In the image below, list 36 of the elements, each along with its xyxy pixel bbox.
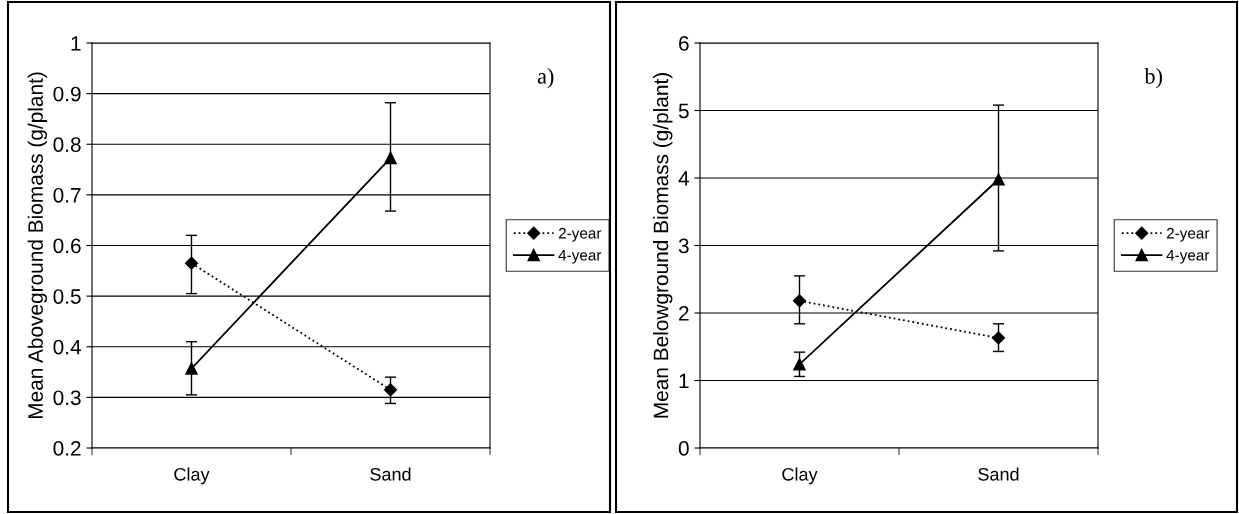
y-tick-label: 2 [679, 306, 689, 321]
x-tick-label: Sand [370, 467, 411, 481]
point [185, 362, 198, 375]
point [384, 151, 397, 165]
point [793, 358, 806, 371]
point [992, 173, 1005, 186]
y-tick-label: 1 [679, 373, 689, 389]
y-tick-label: 0 [678, 441, 689, 456]
y-axis-title: Mean Belowground Biomass (g/plant) [653, 73, 673, 418]
legend-label: 2-year [558, 227, 602, 242]
y-tick-label: 0.5 [53, 289, 81, 304]
y-tick-label: 0.3 [53, 390, 81, 406]
point [792, 294, 807, 308]
y-tick-label: 0.4 [53, 339, 81, 355]
y-tick-label: 0.9 [53, 86, 81, 102]
y-tick-label: 1 [71, 36, 81, 51]
y-tick-label: 4 [678, 171, 689, 186]
x-tick-label: Clay [782, 467, 818, 485]
point [383, 383, 398, 397]
point [991, 331, 1006, 345]
legend-label: 4-year [558, 249, 602, 264]
y-tick-label: 0.6 [53, 238, 81, 254]
y-tick-label: 0.7 [53, 187, 81, 203]
legend-label: 4-year [1166, 249, 1210, 264]
y-tick-label: 0.8 [53, 137, 81, 152]
y-tick-label: 0.2 [53, 441, 81, 456]
text: a) [537, 68, 554, 89]
y-axis-title: Mean Aboveground Biomass (g/plant) [27, 72, 48, 419]
text: b) [1144, 68, 1162, 89]
y-tick-label: 3 [678, 238, 689, 254]
y-tick-label: 5 [678, 103, 689, 119]
x-tick-label: Clay [174, 467, 210, 485]
legend-label: 2-year [1166, 227, 1210, 242]
y-tick-label: 6 [679, 36, 689, 51]
point [184, 256, 199, 270]
x-tick-label: Sand [978, 467, 1019, 481]
